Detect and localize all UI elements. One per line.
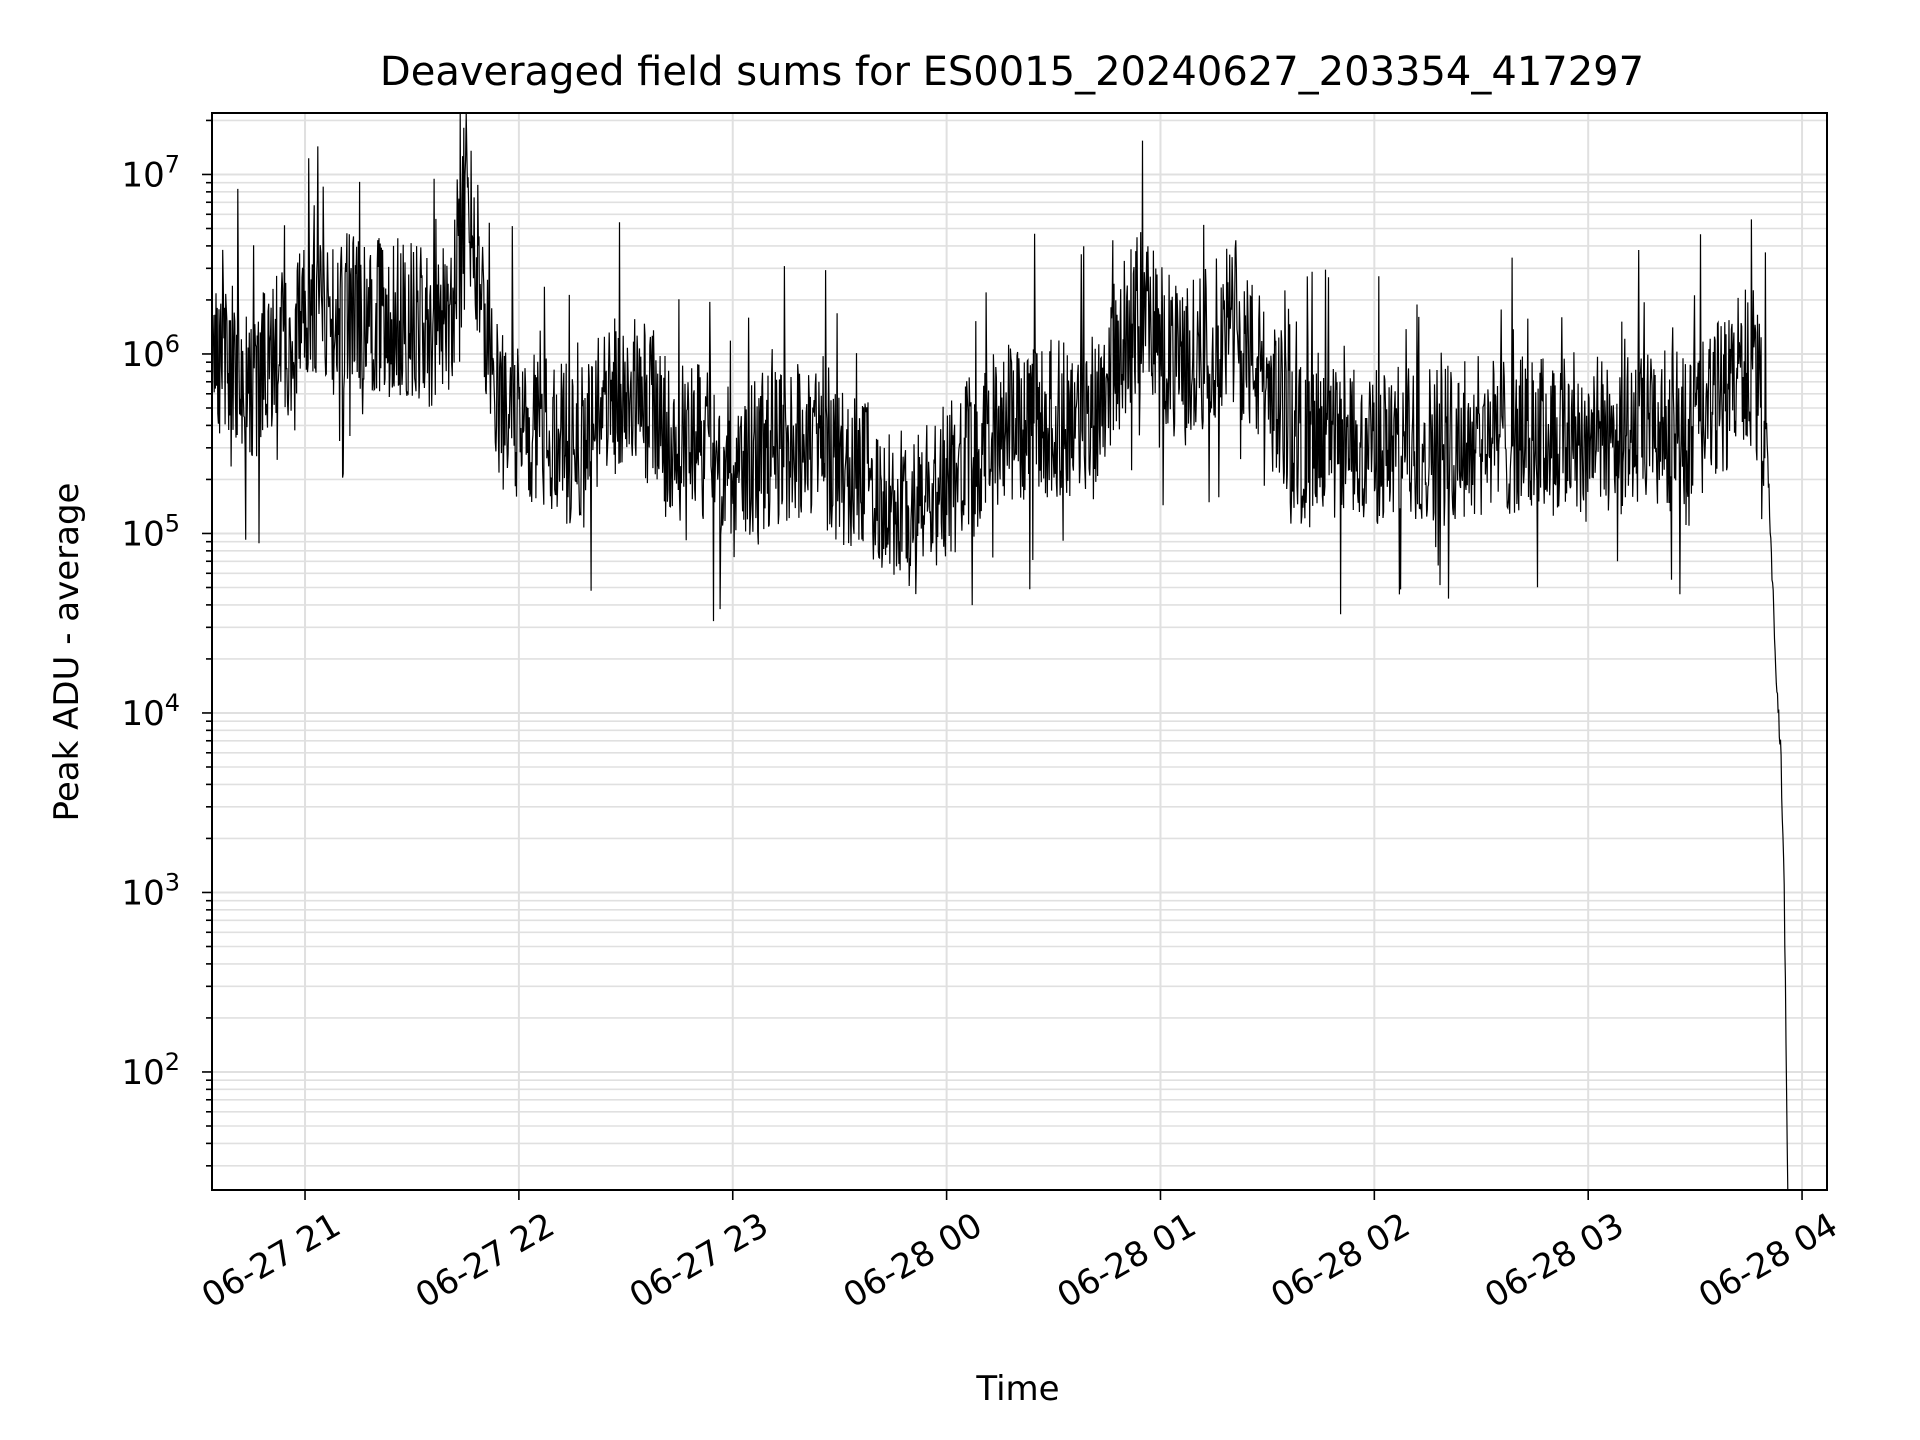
y-tick-label: 105 bbox=[121, 509, 180, 554]
y-tick-label: 107 bbox=[121, 150, 180, 195]
y-tick-label: 104 bbox=[121, 689, 180, 734]
y-tick-label: 103 bbox=[121, 868, 180, 913]
x-axis-label: Time bbox=[975, 1369, 1059, 1409]
y-tick-label: 106 bbox=[121, 330, 180, 375]
plot-area-frame bbox=[211, 112, 1828, 1191]
series-line bbox=[211, 112, 1789, 1191]
y-axis: 102 103 104 105 106 107 bbox=[121, 119, 212, 1167]
y-axis-label: Peak ADU - average bbox=[47, 483, 87, 822]
chart-title: Deaveraged field sums for ES0015_2024062… bbox=[380, 49, 1644, 95]
series-layer bbox=[211, 112, 1789, 1191]
y-tick-label: 102 bbox=[121, 1048, 180, 1093]
